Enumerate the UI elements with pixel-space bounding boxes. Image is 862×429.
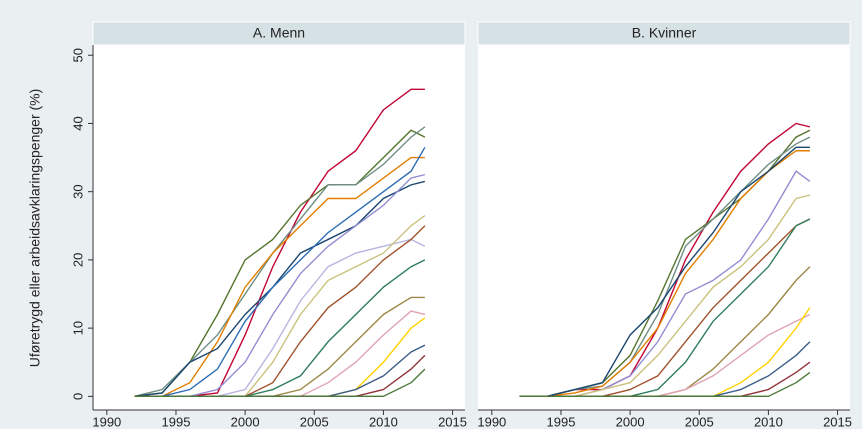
x-tick-label: 1990 <box>477 414 506 429</box>
x-tick-label: 1995 <box>162 414 191 429</box>
x-tick-label: 2015 <box>823 414 852 429</box>
y-tick-label: 10 <box>70 321 85 335</box>
x-tick-label: 2000 <box>231 414 260 429</box>
x-tick-label: 1990 <box>92 414 121 429</box>
x-tick-label: 2015 <box>438 414 467 429</box>
y-axis-label: Uføretrygd eller arbeidsavklaringspenger… <box>27 89 43 368</box>
series-line <box>519 371 811 398</box>
y-tick-label: 40 <box>70 116 85 130</box>
y-tick-label: 20 <box>70 253 85 267</box>
x-tick-label: 2010 <box>369 414 398 429</box>
x-tick-label: 2010 <box>754 414 783 429</box>
panel-title: B. Kvinner <box>632 25 697 41</box>
series-line <box>519 146 810 398</box>
x-tick-label: 2000 <box>616 414 645 429</box>
x-tick-label: 2005 <box>300 414 329 429</box>
x-tick-label: 2005 <box>685 414 714 429</box>
y-tick-label: 30 <box>70 184 85 198</box>
series-line <box>134 180 426 398</box>
plot-area <box>93 45 465 410</box>
x-tick-label: 1995 <box>547 414 576 429</box>
y-tick-label: 50 <box>70 48 85 62</box>
series-line <box>134 156 425 398</box>
y-tick-label: 0 <box>70 393 85 400</box>
plot-area <box>478 45 850 410</box>
series-line <box>134 146 426 398</box>
panel-title: A. Menn <box>253 25 305 41</box>
series-line <box>134 368 426 398</box>
